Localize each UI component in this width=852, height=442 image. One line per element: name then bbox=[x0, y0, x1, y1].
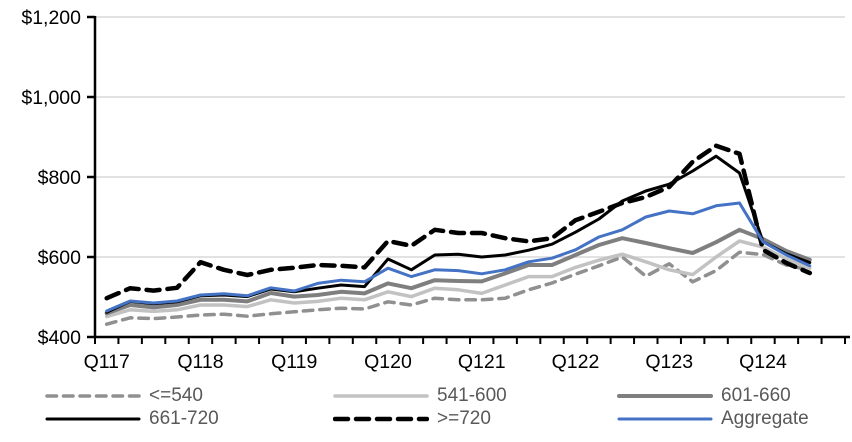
legend-item-541-600: 541-600 bbox=[333, 386, 507, 405]
legend-label: <=540 bbox=[149, 385, 203, 406]
legend-label: 541-600 bbox=[437, 385, 507, 406]
series-line-720 bbox=[104, 143, 813, 301]
y-axis-tick-label: $800 bbox=[38, 167, 82, 189]
legend-item-661-720: 661-720 bbox=[45, 409, 219, 428]
y-axis-tick-label: $1,000 bbox=[21, 87, 81, 109]
x-axis-tick-label: Q122 bbox=[552, 351, 600, 373]
legend-swatch bbox=[617, 393, 713, 398]
plot-area: $400 $600 $800 $1,000 $1,200 Q117 Q118 Q119 Q120… bbox=[21, 7, 850, 373]
legend-swatch bbox=[333, 393, 429, 398]
legend-label: >=720 bbox=[437, 408, 491, 429]
legend-swatch bbox=[333, 416, 429, 421]
legend-item-601-660: 601-660 bbox=[617, 386, 791, 405]
x-axis-tick-label: Q123 bbox=[645, 351, 693, 373]
y-axis-tick-label: $600 bbox=[38, 247, 82, 269]
x-axis-tick-label: Q117 bbox=[84, 351, 130, 373]
legend-label: 601-660 bbox=[721, 385, 791, 406]
legend-item-aggregate: Aggregate bbox=[617, 409, 809, 428]
y-axis-tick-label: $1,200 bbox=[21, 7, 81, 29]
legend-swatch bbox=[45, 417, 141, 420]
legend-label: 661-720 bbox=[149, 408, 219, 429]
series-line-540 bbox=[104, 250, 812, 326]
series-line-601-660 bbox=[104, 227, 812, 316]
legend-item-540: <=540 bbox=[45, 386, 203, 405]
y-axis-tick-label: $400 bbox=[38, 327, 82, 349]
x-axis-tick-label: Q124 bbox=[739, 351, 787, 373]
x-axis-tick-label: Q119 bbox=[271, 351, 317, 373]
legend-item-720: >=720 bbox=[333, 409, 491, 428]
legend-label: Aggregate bbox=[721, 408, 809, 429]
x-axis-tick-label: Q121 bbox=[458, 351, 506, 373]
legend-swatch bbox=[617, 417, 713, 420]
x-axis-tick-label: Q120 bbox=[364, 351, 412, 373]
legend-swatch bbox=[45, 393, 141, 398]
series-line-541-600 bbox=[104, 239, 812, 319]
series-line-aggregate bbox=[105, 201, 812, 313]
x-axis-tick-label: Q118 bbox=[177, 351, 223, 373]
